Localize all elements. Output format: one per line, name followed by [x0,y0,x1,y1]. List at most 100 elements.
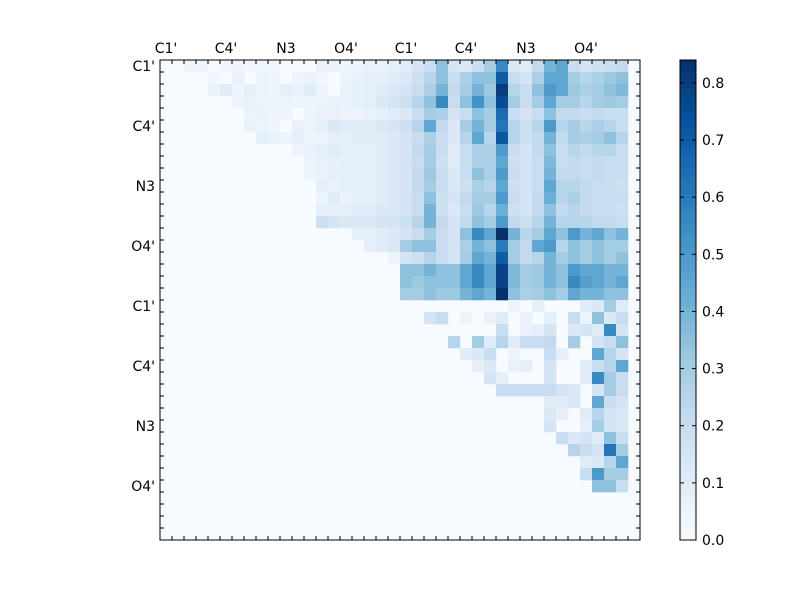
heatmap-cell [412,120,425,133]
heatmap-cell [412,192,425,205]
heatmap-cell [496,372,509,385]
heatmap-cell [316,72,329,85]
heatmap-cell [508,84,521,97]
heatmap-cell [268,132,281,145]
heatmap-cell [556,120,569,133]
heatmap-cell [544,120,557,133]
heatmap-cell [496,276,509,289]
heatmap-cell [616,180,629,193]
heatmap-cell [484,228,497,241]
heatmap-cell [496,108,509,121]
heatmap-cell [544,396,557,409]
heatmap-cell [376,72,389,85]
heatmap-cell [544,252,557,265]
heatmap-cell [460,312,473,325]
heatmap-cell [616,108,629,121]
heatmap-cell [328,204,341,217]
heatmap-cell [484,72,497,85]
heatmap-cell [376,96,389,109]
heatmap-cell [472,72,485,85]
heatmap-cell [532,108,545,121]
heatmap-cell [244,60,257,73]
heatmap-cell [352,180,365,193]
heatmap-cell [520,276,533,289]
heatmap-cell [304,96,317,109]
heatmap-cell [592,168,605,181]
heatmap-cell [544,96,557,109]
heatmap-cell [616,84,629,97]
x-tick-label: N3 [516,41,535,57]
heatmap-cell [520,384,533,397]
heatmap-cell [520,240,533,253]
heatmap-cell [508,168,521,181]
heatmap-cell [436,144,449,157]
heatmap-cell [460,204,473,217]
heatmap-cell [412,240,425,253]
heatmap-cell [604,168,617,181]
heatmap-cell [292,84,305,97]
heatmap-cell [412,288,425,301]
heatmap-cell [424,96,437,109]
heatmap-cell [568,72,581,85]
heatmap-cell [520,312,533,325]
heatmap-cell [388,192,401,205]
heatmap-cell [568,312,581,325]
heatmap-cell [592,360,605,373]
heatmap-cell [616,240,629,253]
heatmap-cell [508,180,521,193]
heatmap-cell [484,168,497,181]
heatmap-cell [544,60,557,73]
heatmap-cell [352,84,365,97]
heatmap-cell [376,144,389,157]
heatmap-cell [364,120,377,133]
y-axis-tick-labels: C1' C4' N3 O4' C1' C4' N3 O4' [131,59,155,495]
heatmap-cell [520,132,533,145]
heatmap-cell [364,72,377,85]
heatmap-cell [568,240,581,253]
heatmap-frame [159,59,641,541]
colorbar-gradient [680,60,696,540]
heatmap-cell [520,360,533,373]
heatmap-cell [256,96,269,109]
heatmap-cell [316,132,329,145]
heatmap-cell [580,240,593,253]
heatmap-cell [388,156,401,169]
heatmap-cell [304,156,317,169]
heatmap-cell [448,108,461,121]
heatmap-cell [568,324,581,337]
heatmap-cell [580,264,593,277]
heatmap-cell [556,204,569,217]
heatmap-cell [544,288,557,301]
heatmap-cell [460,144,473,157]
heatmap-cell [388,96,401,109]
heatmap-cell [472,288,485,301]
heatmap-cell [448,264,461,277]
heatmap-cell [592,324,605,337]
heatmap-cell [556,192,569,205]
heatmap-cell [580,108,593,121]
heatmap-cell [544,240,557,253]
heatmap-cell [484,156,497,169]
heatmap-cell [604,456,617,469]
heatmap-cell [388,180,401,193]
heatmap-cell [568,216,581,229]
heatmap-cell [520,336,533,349]
heatmap-cell [448,276,461,289]
heatmap-cell [232,60,245,73]
heatmap-cell [496,240,509,253]
heatmap-cell [400,228,413,241]
heatmap-cell [340,72,353,85]
heatmap-cell [568,60,581,73]
heatmap-cell [520,264,533,277]
heatmap-cell [532,120,545,133]
heatmap-cell [496,324,509,337]
heatmap-cell [484,96,497,109]
heatmap-cell [544,108,557,121]
heatmap-cell [424,216,437,229]
heatmap-cell [568,432,581,445]
heatmap-cell [544,180,557,193]
heatmap-cell [448,168,461,181]
heatmap-cell [340,120,353,133]
heatmap-cell [376,180,389,193]
heatmap-cell [604,96,617,109]
